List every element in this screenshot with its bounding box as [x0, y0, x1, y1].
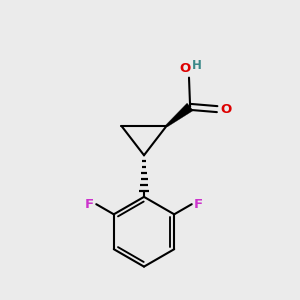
- Text: F: F: [194, 198, 203, 211]
- Text: F: F: [85, 198, 94, 211]
- Text: O: O: [220, 103, 231, 116]
- Polygon shape: [166, 103, 193, 127]
- Text: O: O: [179, 62, 190, 75]
- Text: H: H: [192, 59, 201, 72]
